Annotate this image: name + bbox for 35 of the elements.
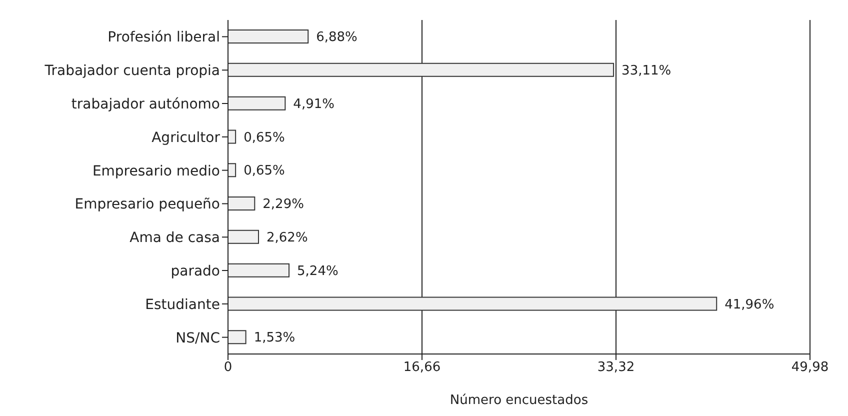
data-label: 41,96% xyxy=(724,297,774,312)
y-tick-label: Trabajador cuenta propia xyxy=(44,63,220,80)
data-label: 2,29% xyxy=(262,197,304,212)
bar xyxy=(228,96,286,110)
y-tick-label: Agricultor xyxy=(152,130,220,146)
x-tick-label: 33,32 xyxy=(597,360,635,376)
bar xyxy=(228,330,246,344)
y-tick-label: Empresario pequeño xyxy=(74,196,220,213)
bar xyxy=(228,263,290,278)
data-label: 2,62% xyxy=(266,230,308,246)
x-tick-label: 16,66 xyxy=(403,360,441,376)
data-label: 0,65% xyxy=(244,164,285,179)
y-tick-label: Estudiante xyxy=(145,296,220,313)
bar xyxy=(228,30,309,44)
bar xyxy=(228,196,256,211)
bar xyxy=(228,130,236,144)
data-label: 33,11% xyxy=(622,63,672,78)
bar xyxy=(228,230,260,244)
bar xyxy=(228,62,614,77)
bar xyxy=(228,296,718,311)
x-axis-title: Número encuestados xyxy=(450,393,588,408)
y-tick-label: trabajador autónomo xyxy=(71,96,220,112)
data-label: 0,65% xyxy=(244,130,285,146)
bar xyxy=(228,163,236,178)
x-tick-label: 49,98 xyxy=(791,360,829,376)
data-label: 1,53% xyxy=(254,330,296,346)
data-label: 6,88% xyxy=(316,30,358,46)
y-tick-label: Profesión liberal xyxy=(108,30,220,46)
y-tick-label: NS/NC xyxy=(176,330,220,346)
data-label: 5,24% xyxy=(297,264,338,279)
y-tick-label: parado xyxy=(170,263,220,280)
y-tick-label: Empresario medio xyxy=(92,163,220,180)
x-tick-label: 0 xyxy=(224,360,232,376)
data-label: 4,91% xyxy=(293,96,334,112)
y-tick-label: Ama de casa xyxy=(130,230,220,246)
